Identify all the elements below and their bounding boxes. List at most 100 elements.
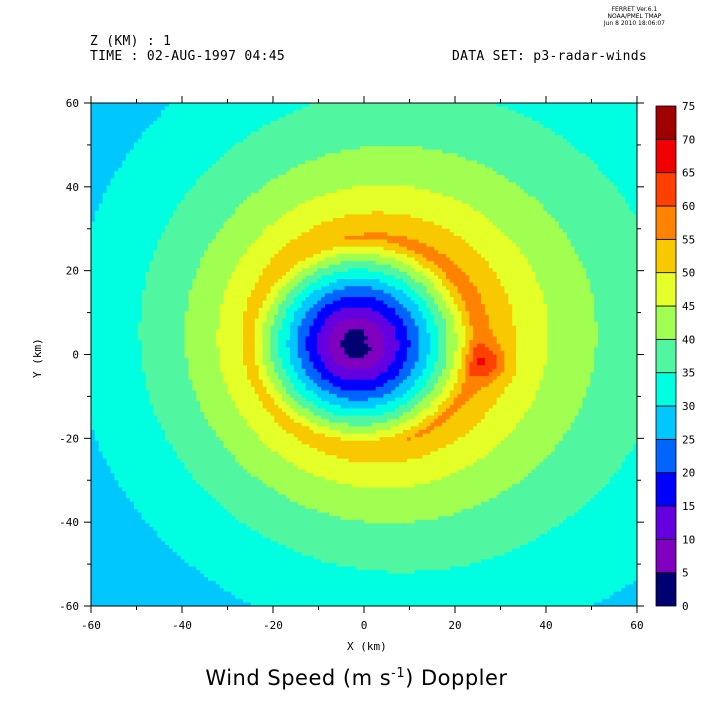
contour-cell xyxy=(551,182,556,187)
contour-cell xyxy=(223,228,229,233)
contour-cell xyxy=(555,146,560,151)
contour-cell xyxy=(469,106,474,111)
contour-cell xyxy=(527,149,533,154)
contour-cell xyxy=(442,203,447,208)
contour-cell xyxy=(438,103,443,108)
contour-cell xyxy=(512,207,517,212)
contour-cell xyxy=(465,174,470,180)
contour-cell xyxy=(582,207,587,212)
contour-cell xyxy=(122,103,127,108)
contour-cell xyxy=(508,178,513,183)
contour-cell xyxy=(258,117,264,122)
contour-cell xyxy=(410,117,416,122)
contour-cell xyxy=(453,171,459,176)
contour-cell xyxy=(356,146,361,151)
contour-cell xyxy=(371,124,377,129)
contour-cell xyxy=(196,196,201,201)
contour-cell xyxy=(629,153,634,158)
contour-cell xyxy=(500,185,505,190)
contour-cell xyxy=(559,189,564,194)
contour-cell xyxy=(196,200,201,205)
contour-cell xyxy=(169,189,174,194)
contour-cell xyxy=(262,228,268,233)
contour-cell xyxy=(274,156,279,162)
contour-cell xyxy=(500,142,505,147)
contour-cell xyxy=(582,171,587,176)
contour-cell xyxy=(391,110,396,115)
stamp-line-2: NOAA/PMEL TMAP xyxy=(607,13,662,20)
contour-cell xyxy=(559,221,564,226)
contour-cell xyxy=(520,131,525,136)
contour-cell xyxy=(625,156,630,162)
contour-cell xyxy=(141,207,147,212)
contour-cell xyxy=(328,221,334,226)
contour-cell xyxy=(94,138,100,144)
contour-cell xyxy=(477,103,482,108)
contour-cell xyxy=(297,156,303,162)
contour-cell xyxy=(188,149,193,154)
contour-cell xyxy=(254,146,260,151)
contour-cell xyxy=(94,149,100,154)
contour-cell xyxy=(598,217,603,223)
contour-cell xyxy=(313,171,318,176)
contour-cell xyxy=(184,228,190,233)
contour-cell xyxy=(356,131,361,136)
contour-cell xyxy=(348,124,353,129)
contour-cell xyxy=(481,167,486,172)
contour-cell xyxy=(527,207,533,212)
contour-cell xyxy=(375,117,381,122)
contour-cell xyxy=(484,106,490,111)
contour-cell xyxy=(383,138,388,144)
contour-cell xyxy=(613,217,619,223)
contour-cell xyxy=(625,103,630,108)
contour-cell xyxy=(169,120,174,126)
contour-cell xyxy=(110,120,115,126)
contour-cell xyxy=(321,103,326,108)
contour-cell xyxy=(598,156,603,162)
contour-cell xyxy=(395,120,400,126)
contour-cell xyxy=(114,221,119,226)
contour-cell xyxy=(551,106,556,111)
contour-cell xyxy=(574,214,580,219)
contour-cell xyxy=(399,192,404,198)
contour-cell xyxy=(403,131,408,136)
contour-cell xyxy=(266,228,271,233)
contour-cell xyxy=(395,124,400,129)
contour-cell xyxy=(356,138,361,144)
contour-cell xyxy=(387,135,392,140)
contour-cell xyxy=(516,110,521,115)
contour-cell xyxy=(188,192,193,198)
contour-cell xyxy=(590,156,595,162)
contour-cell xyxy=(98,113,104,118)
contour-cell xyxy=(219,164,225,169)
contour-cell xyxy=(130,185,135,190)
contour-cell xyxy=(293,146,299,151)
contour-cell xyxy=(570,203,576,208)
contour-cell xyxy=(488,131,494,136)
contour-cell xyxy=(325,156,330,162)
contour-cell xyxy=(192,167,197,172)
contour-cell xyxy=(126,228,131,233)
contour-cell xyxy=(512,221,517,226)
contour-cell xyxy=(445,160,451,165)
contour-cell xyxy=(137,171,143,176)
contour-cell xyxy=(301,117,307,122)
contour-cell xyxy=(153,203,158,208)
contour-cell xyxy=(531,171,537,176)
contour-cell xyxy=(445,217,451,223)
contour-cell xyxy=(247,214,252,219)
contour-cell xyxy=(309,106,314,111)
contour-cell xyxy=(247,106,252,111)
contour-cell xyxy=(286,200,291,205)
contour-cell xyxy=(313,182,318,187)
contour-cell xyxy=(438,149,443,154)
contour-cell xyxy=(352,185,357,190)
contour-cell xyxy=(165,117,170,122)
contour-cell xyxy=(215,228,221,233)
contour-cell xyxy=(266,128,271,133)
contour-cell xyxy=(484,214,490,219)
contour-cell xyxy=(445,131,451,136)
contour-cell xyxy=(574,124,580,129)
contour-cell xyxy=(414,146,420,151)
contour-cell xyxy=(336,120,342,126)
